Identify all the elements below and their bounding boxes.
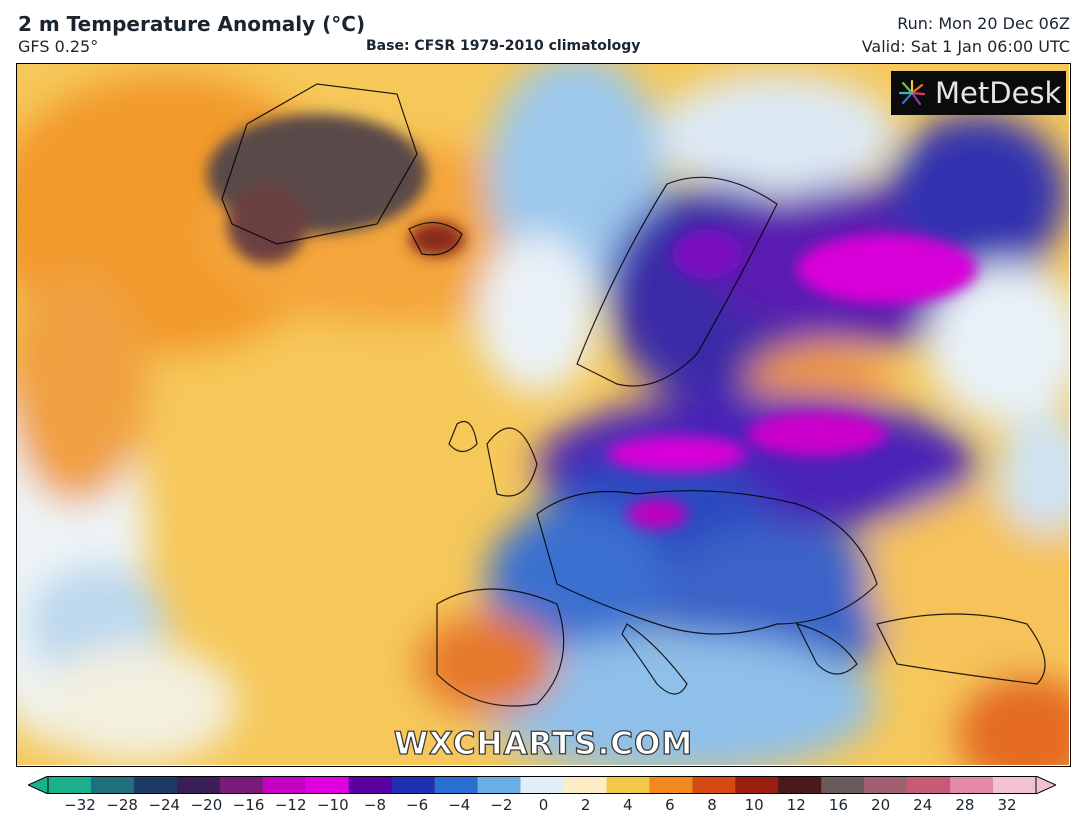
valid-time-label: Valid: Sat 1 Jan 06:00 UTC [861, 37, 1070, 56]
colorbar-tick-label: 4 [622, 796, 633, 814]
colorbar-frame [47, 776, 1037, 794]
colorbar-segment [305, 776, 350, 794]
colorbar-tick-label: −28 [106, 796, 138, 814]
colorbar-tick-label: 0 [538, 796, 549, 814]
colorbar-tick-label: 2 [580, 796, 591, 814]
colorbar-tick-label: −6 [406, 796, 429, 814]
colorbar-tick-label: −2 [490, 796, 513, 814]
anomaly-field [17, 64, 1069, 765]
metdesk-logo: MetDesk [891, 71, 1066, 115]
colorbar-segment [391, 776, 436, 794]
colorbar-segment [563, 776, 608, 794]
colorbar-segment [950, 776, 994, 794]
colorbar-tick-label: 10 [744, 796, 764, 814]
colorbar-segment [649, 776, 693, 794]
colorbar-tick-label: −8 [363, 796, 387, 814]
colorbar-tick-label: 20 [871, 796, 891, 814]
colorbar-segment [90, 776, 135, 794]
colorbar-tick-label: 12 [786, 796, 806, 814]
colorbar-segment [348, 776, 393, 794]
colorbar-segments [48, 776, 1037, 794]
chart-title: 2 m Temperature Anomaly (°C) [18, 12, 366, 36]
climatology-base-label: Base: CFSR 1979-2010 climatology [366, 38, 641, 54]
colorbar-segment [434, 776, 479, 794]
colorbar-segment [477, 776, 522, 794]
colorbar-segment [262, 776, 307, 794]
colorbar-segment [993, 776, 1037, 794]
colorbar-tick-label: −32 [64, 796, 96, 814]
colorbar-min-arrow [28, 776, 49, 794]
colorbar-tick-label: 8 [707, 796, 717, 814]
colorbar-tick-label: −10 [316, 796, 349, 814]
colorbar-segment [692, 776, 736, 794]
colorbar [28, 776, 1056, 794]
colorbar-segment [907, 776, 951, 794]
colorbar-segment [219, 776, 264, 794]
colorbar-tick-label: 28 [955, 796, 975, 814]
colorbar-segment [606, 776, 650, 794]
colorbar-segment [778, 776, 822, 794]
wxcharts-watermark: WXCHARTS.COM [393, 725, 694, 762]
temperature-anomaly-map: MetDesk WXCHARTS.COM [16, 63, 1071, 767]
colorbar-tick-label: 16 [828, 796, 848, 814]
colorbar-segment [48, 776, 92, 794]
colorbar-tick-label: −24 [148, 796, 181, 814]
colorbar-segment [864, 776, 908, 794]
metdesk-logo-icon [898, 79, 926, 106]
colorbar-tick-label: −4 [448, 796, 471, 814]
colorbar-tick-label: −12 [274, 796, 307, 814]
colorbar-tick-label: −16 [232, 796, 265, 814]
colorbar-tick-label: 32 [997, 796, 1017, 814]
colorbar-tick-label: −20 [190, 796, 223, 814]
run-time-label: Run: Mon 20 Dec 06Z [897, 14, 1070, 33]
colorbar-segment [133, 776, 178, 794]
colorbar-segment [176, 776, 221, 794]
colorbar-tick-label: 6 [665, 796, 675, 814]
colorbar-max-arrow [1035, 776, 1056, 794]
metdesk-logo-text: MetDesk [935, 76, 1062, 110]
model-label: GFS 0.25° [18, 37, 99, 56]
colorbar-tick-label: 24 [913, 796, 933, 814]
colorbar-tick-labels: −32 −28 −24 −20 −16 −12 −10 −8 −6 −4 −2 0 2 4 6 8 10 12 16… [0, 796, 1088, 822]
colorbar-segment [821, 776, 865, 794]
colorbar-segment [520, 776, 565, 794]
colorbar-segment [735, 776, 779, 794]
